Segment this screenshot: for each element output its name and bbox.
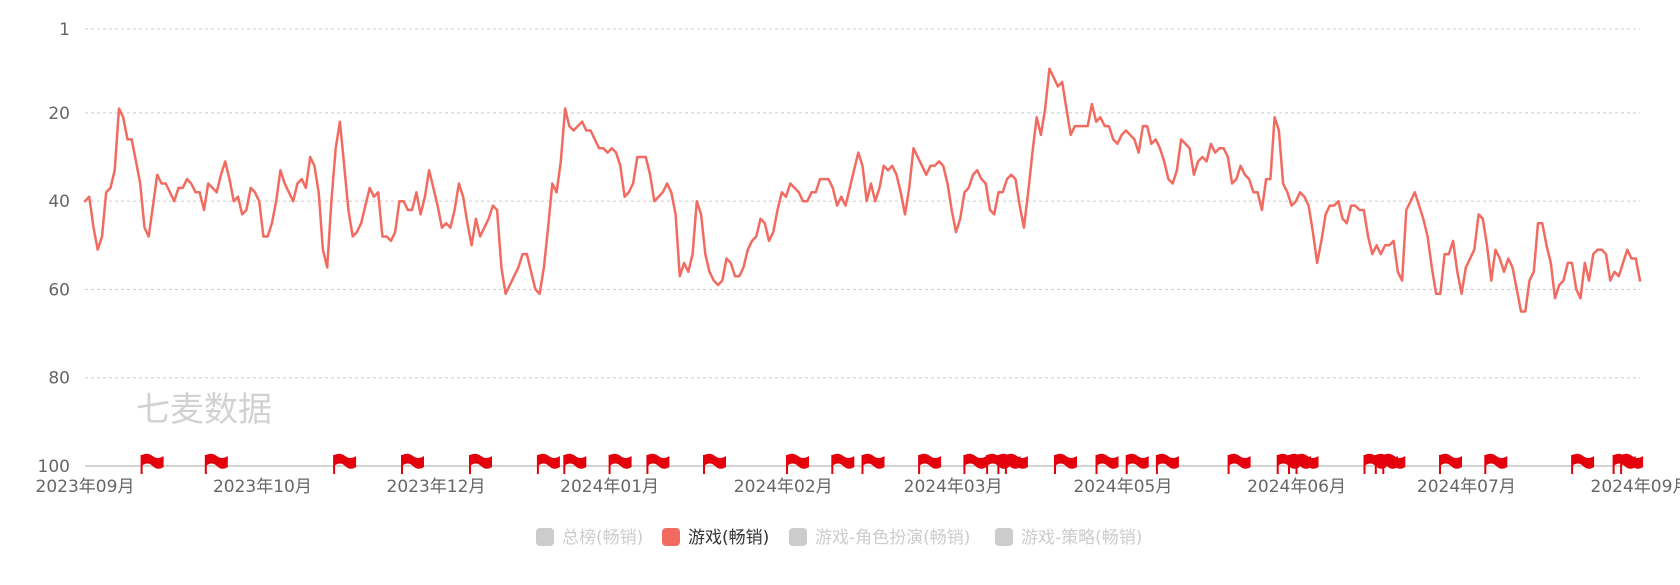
event-flag-icon[interactable] [140,453,164,474]
x-tick-label: 2024年03月 [904,477,1003,497]
event-flag-icon[interactable] [1004,453,1028,474]
event-flag-icon[interactable] [536,453,560,474]
x-tick-label: 2024年09月 [1591,477,1680,497]
y-tick-label: 100 [38,457,70,477]
event-flag-icon[interactable] [469,453,492,474]
x-tick-label: 2023年10月 [213,477,312,497]
legend-label: 游戏-角色扮演(畅销) [815,528,970,548]
legend-label: 游戏-策略(畅销) [1021,528,1142,548]
y-tick-label: 20 [48,104,70,124]
legend-item[interactable]: 游戏(畅销) [662,528,769,548]
x-tick-label: 2024年06月 [1247,477,1346,497]
y-tick-label: 80 [48,369,70,389]
event-flag-icon[interactable] [861,453,885,474]
event-flag-icon[interactable] [1620,453,1644,474]
y-tick-label: 1 [59,20,70,40]
y-tick-label: 40 [48,192,70,212]
event-markers [140,453,1644,474]
legend-label: 总榜(畅销) [562,528,643,548]
series-layer [83,67,1642,313]
event-flag-icon[interactable] [1125,453,1149,474]
event-flag-icon[interactable] [1439,453,1462,474]
legend-swatch [662,528,680,546]
event-flag-icon[interactable] [831,453,855,474]
legend-item[interactable]: 游戏-策略(畅销) [995,528,1142,548]
legend-swatch [995,528,1013,546]
y-axis: 1 20 40 60 80 100 [38,20,70,477]
event-flag-icon[interactable] [204,453,228,474]
event-flag-icon[interactable] [1054,453,1077,474]
y-tick-label: 60 [48,280,70,300]
event-flag-icon[interactable] [1571,453,1595,474]
event-flag-icon[interactable] [1382,453,1406,474]
watermark: 七麦数据 [136,390,272,430]
x-tick-label: 2024年05月 [1073,477,1172,497]
event-flag-icon[interactable] [918,453,942,474]
x-axis: 2023年09月 2023年10月 2023年12月 2024年01月 2024年02月… [36,477,1680,497]
legend-item[interactable]: 游戏-角色扮演(畅销) [789,528,970,548]
event-flag-icon[interactable] [963,453,987,474]
event-flag-icon[interactable] [646,453,670,474]
event-flag-icon[interactable] [1295,453,1319,474]
y-gridlines [85,28,1640,379]
event-flag-icon[interactable] [401,453,424,474]
event-flag-icon[interactable] [1484,453,1508,474]
event-flag-icon[interactable] [703,453,726,474]
legend-swatch [789,528,807,546]
legend-item[interactable]: 总榜(畅销) [536,528,643,548]
x-tick-label: 2024年02月 [734,477,833,497]
event-flag-icon[interactable] [1155,453,1179,474]
event-flag-icon[interactable] [1227,453,1251,474]
series-line [83,67,1642,313]
x-tick-label: 2023年09月 [36,477,135,497]
legend-swatch [536,528,554,546]
event-flag-icon[interactable] [333,453,357,474]
event-flag-icon[interactable] [563,453,587,474]
event-flag-icon[interactable] [786,453,809,474]
legend-label: 游戏(畅销) [688,528,769,548]
event-flag-icon[interactable] [608,453,632,474]
x-tick-label: 2023年12月 [387,477,486,497]
event-flag-icon[interactable] [1095,453,1119,474]
legend: 总榜(畅销) 游戏(畅销) 游戏-角色扮演(畅销) 游戏-策略(畅销) [536,528,1142,548]
x-tick-label: 2024年01月 [560,477,659,497]
x-tick-label: 2024年07月 [1417,477,1516,497]
